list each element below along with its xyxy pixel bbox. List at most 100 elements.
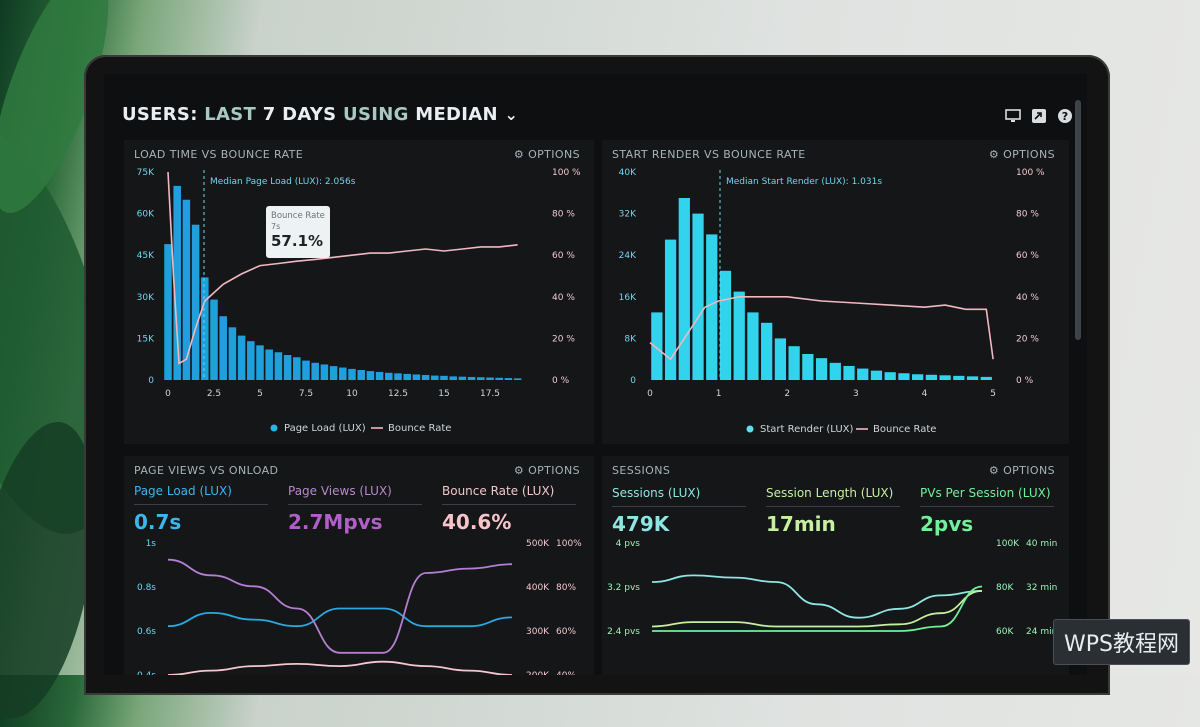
y-tick-label-left: 60K (137, 210, 155, 220)
y-tick-label-right: 200K (526, 671, 550, 675)
y-tick-label-right-secondary: 24 min (1026, 627, 1057, 637)
y-tick-label-right: 20 % (1016, 334, 1039, 344)
y-tick-label-right: 100 % (1016, 168, 1045, 178)
y-tick-label-left: 8K (624, 334, 637, 344)
options-button[interactable]: ⚙ OPTIONS (988, 464, 1055, 477)
chart-bar (431, 375, 439, 380)
x-tick-label: 12.5 (388, 389, 408, 399)
options-button[interactable]: ⚙ OPTIONS (988, 148, 1055, 161)
divider (134, 504, 268, 505)
stat-value-page-views: 2.7Mpvs (288, 510, 383, 534)
y-tick-label-left: 30K (137, 293, 155, 303)
chart-bar (219, 316, 227, 380)
series-line (167, 660, 513, 675)
options-button[interactable]: ⚙ OPTIONS (513, 148, 580, 161)
chart-bar (449, 376, 457, 380)
chart-bar (228, 327, 237, 380)
chart-bar (265, 349, 273, 380)
chart-bar (339, 367, 347, 380)
share-icon[interactable] (1031, 108, 1047, 124)
series-line (167, 607, 513, 628)
chart-bar (201, 277, 209, 380)
y-tick-label-left: 40K (619, 168, 637, 178)
chart-bar (191, 224, 200, 380)
y-tick-label-left: 2.4 pvs (607, 627, 640, 637)
y-tick-label-right: 60 % (1016, 251, 1039, 261)
chart-bar (774, 338, 787, 380)
chart-bar (283, 355, 292, 380)
panel-title: PAGE VIEWS VS ONLOAD (134, 464, 279, 477)
divider (920, 506, 1054, 507)
help-icon[interactable]: ? (1057, 108, 1073, 124)
y-tick-label-right: 100K (996, 539, 1020, 549)
y-tick-label-right-secondary: 60% (556, 627, 576, 637)
y-tick-label-left: 0.8s (137, 583, 156, 593)
stat-label-sessions: Sessions (LUX) (612, 486, 701, 500)
chart-bar (385, 372, 393, 380)
chart-bar (857, 368, 869, 380)
chart-bar (458, 376, 467, 380)
y-tick-label-right: 400K (526, 583, 550, 593)
title-mid: USING (343, 104, 409, 125)
stat-value-pvs-per-session: 2pvs (920, 512, 974, 536)
chart-bar (421, 375, 430, 380)
chart-bar (504, 378, 513, 380)
title-range: LAST (204, 104, 257, 125)
y-tick-label-right: 0 % (1016, 376, 1034, 386)
options-button[interactable]: ⚙ OPTIONS (513, 464, 580, 477)
y-tick-label-right: 0 % (552, 376, 570, 386)
median-label: Median Page Load (LUX): 2.056s (210, 177, 356, 187)
y-tick-label-left: 0 (630, 376, 636, 386)
y-tick-label-right: 40 % (552, 293, 575, 303)
chart-bar (440, 375, 448, 380)
chart-bar (829, 362, 841, 380)
chevron-down-icon[interactable]: ⌄ (504, 105, 519, 124)
chart-bar (477, 377, 485, 380)
panel-title: START RENDER VS BOUNCE RATE (612, 148, 806, 161)
panel-title: LOAD TIME VS BOUNCE RATE (134, 148, 304, 161)
x-tick-label: 7.5 (299, 389, 313, 399)
chart-bar (747, 312, 759, 380)
chart-bar (898, 373, 910, 380)
series-line (167, 558, 513, 654)
y-tick-label-right-secondary: 32 min (1026, 583, 1057, 593)
start-render-chart: 0 8K 16K 24K 32K 40K 0 % 20 % 40 % 60 % 80 % 100 % 0… (619, 168, 1045, 435)
legend-bounce: Bounce Rate (873, 424, 936, 435)
y-tick-label-right-secondary: 40% (556, 671, 576, 675)
y-tick-label-left: 16K (619, 293, 637, 303)
chart-bar (692, 213, 704, 380)
stat-label-session-length: Session Length (LUX) (766, 486, 894, 500)
y-tick-label-right: 20 % (552, 334, 575, 344)
series-line (651, 590, 983, 628)
dashboard-title[interactable]: USERS: LAST 7 DAYS USING MEDIAN ⌄ (122, 104, 518, 125)
median-label: Median Start Render (LUX): 1.031s (726, 177, 882, 187)
chart-bar (173, 185, 181, 380)
panel-title: SESSIONS (612, 464, 671, 477)
chart-bar (247, 341, 255, 380)
chart-bar (348, 368, 356, 380)
chart-bar (256, 345, 264, 380)
tooltip-value: 57.1% (271, 232, 324, 250)
stat-value-bounce-rate: 40.6% (442, 510, 512, 534)
chart-bar (925, 374, 937, 380)
chart-bar (815, 358, 828, 380)
chart-bar (357, 370, 365, 380)
panel-start-render: START RENDER VS BOUNCE RATE ⚙ OPTIONS 0 8… (602, 140, 1069, 444)
stat-value-page-load: 0.7s (134, 510, 182, 534)
legend-start-render: Start Render (LUX) (760, 424, 854, 435)
y-tick-label-right: 100 % (552, 168, 581, 178)
monitor-icon[interactable] (1005, 108, 1021, 124)
chart-bar (394, 373, 402, 380)
chart-bar (953, 375, 965, 380)
x-tick-label: 5 (990, 389, 996, 399)
y-tick-label-left: 0.4s (137, 671, 156, 675)
scrollbar[interactable] (1075, 100, 1081, 340)
chart-bar (651, 312, 663, 380)
stat-label-page-views: Page Views (LUX) (288, 484, 392, 498)
y-tick-label-right: 40 % (1016, 293, 1039, 303)
y-tick-label-right-secondary: 80% (556, 583, 576, 593)
chart-bar (495, 377, 503, 380)
stat-value-sessions: 479K (612, 512, 670, 536)
y-tick-label-left: 1s (146, 539, 157, 549)
series-line (652, 585, 983, 632)
